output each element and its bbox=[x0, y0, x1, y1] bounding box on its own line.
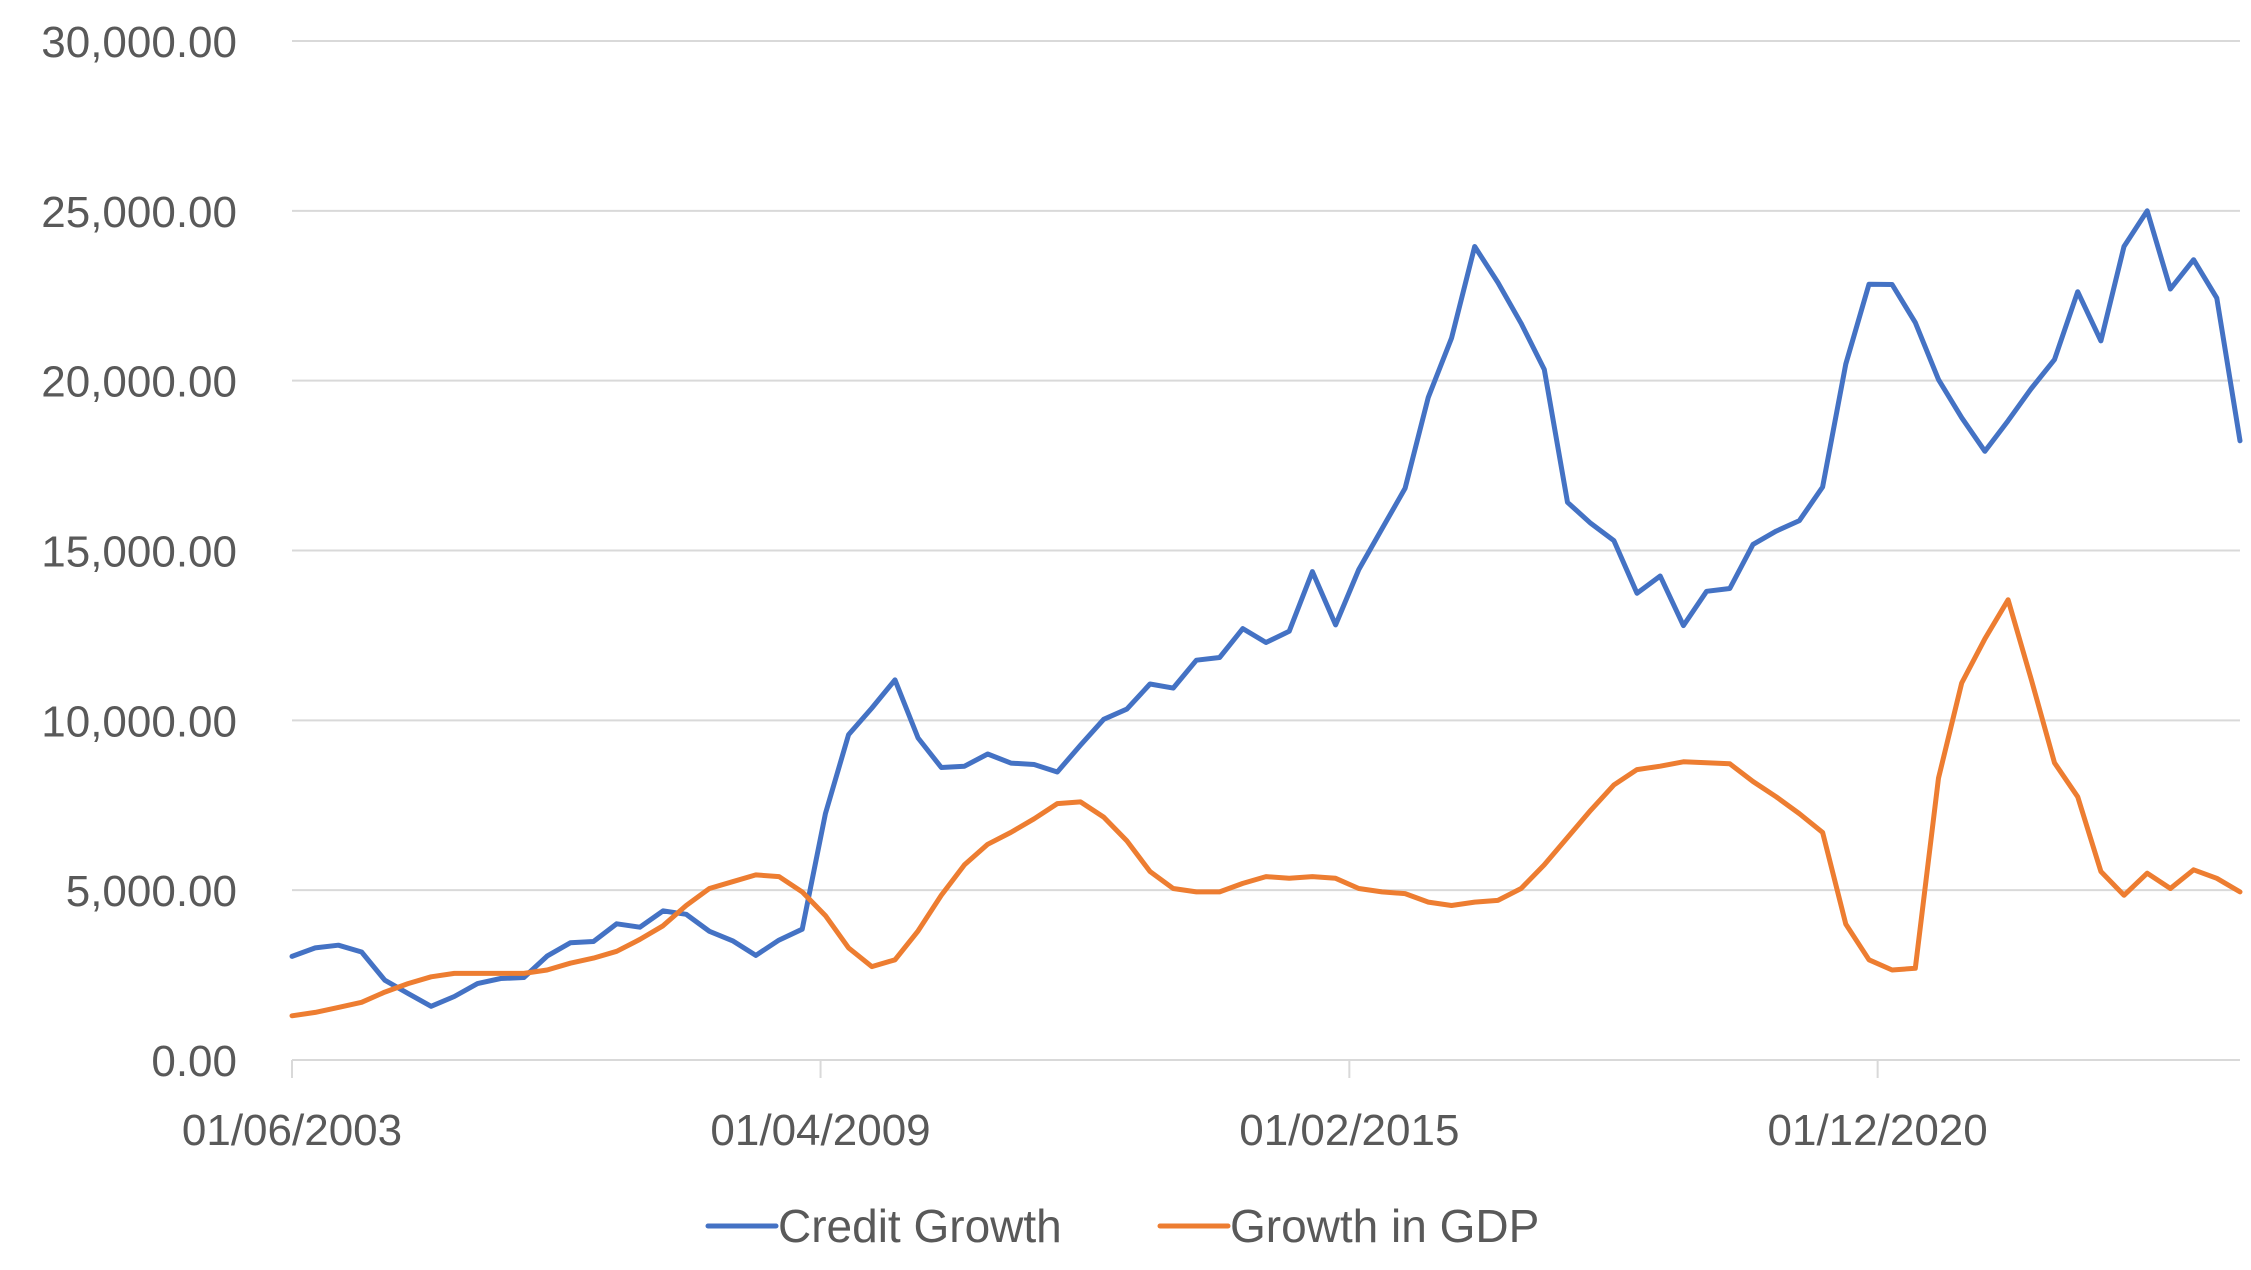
y-tick-label: 15,000.00 bbox=[41, 528, 237, 577]
y-tick-label: 10,000.00 bbox=[41, 697, 237, 746]
gridlines bbox=[292, 40, 2240, 892]
series-line bbox=[289, 208, 2243, 1009]
y-tick-label: 30,000.00 bbox=[41, 18, 237, 67]
y-tick-label: 0.00 bbox=[151, 1037, 237, 1086]
y-tick-label: 20,000.00 bbox=[41, 358, 237, 407]
series-line bbox=[289, 597, 2243, 1019]
x-tick-label: 01/02/2015 bbox=[1239, 1106, 1459, 1155]
y-tick-label: 5,000.00 bbox=[66, 867, 237, 916]
legend-label: Growth in GDP bbox=[1230, 1200, 1539, 1252]
legend: Credit Growth Growth in GDP bbox=[705, 1200, 1539, 1252]
legend-label: Credit Growth bbox=[778, 1200, 1062, 1252]
x-tick-label: 01/04/2009 bbox=[710, 1106, 930, 1155]
series-lines bbox=[289, 208, 2243, 1019]
x-tick-label: 01/06/2003 bbox=[182, 1106, 402, 1155]
x-tick-label: 01/12/2020 bbox=[1768, 1106, 1988, 1155]
y-tick-label: 25,000.00 bbox=[41, 188, 237, 237]
x-axis-ticks: 01/06/2003 01/04/2009 01/02/2015 01/12/2020 bbox=[182, 1060, 1988, 1155]
y-axis-tick-labels: 0.00 5,000.00 10,000.00 15,000.00 20,000.00 2… bbox=[41, 18, 237, 1086]
